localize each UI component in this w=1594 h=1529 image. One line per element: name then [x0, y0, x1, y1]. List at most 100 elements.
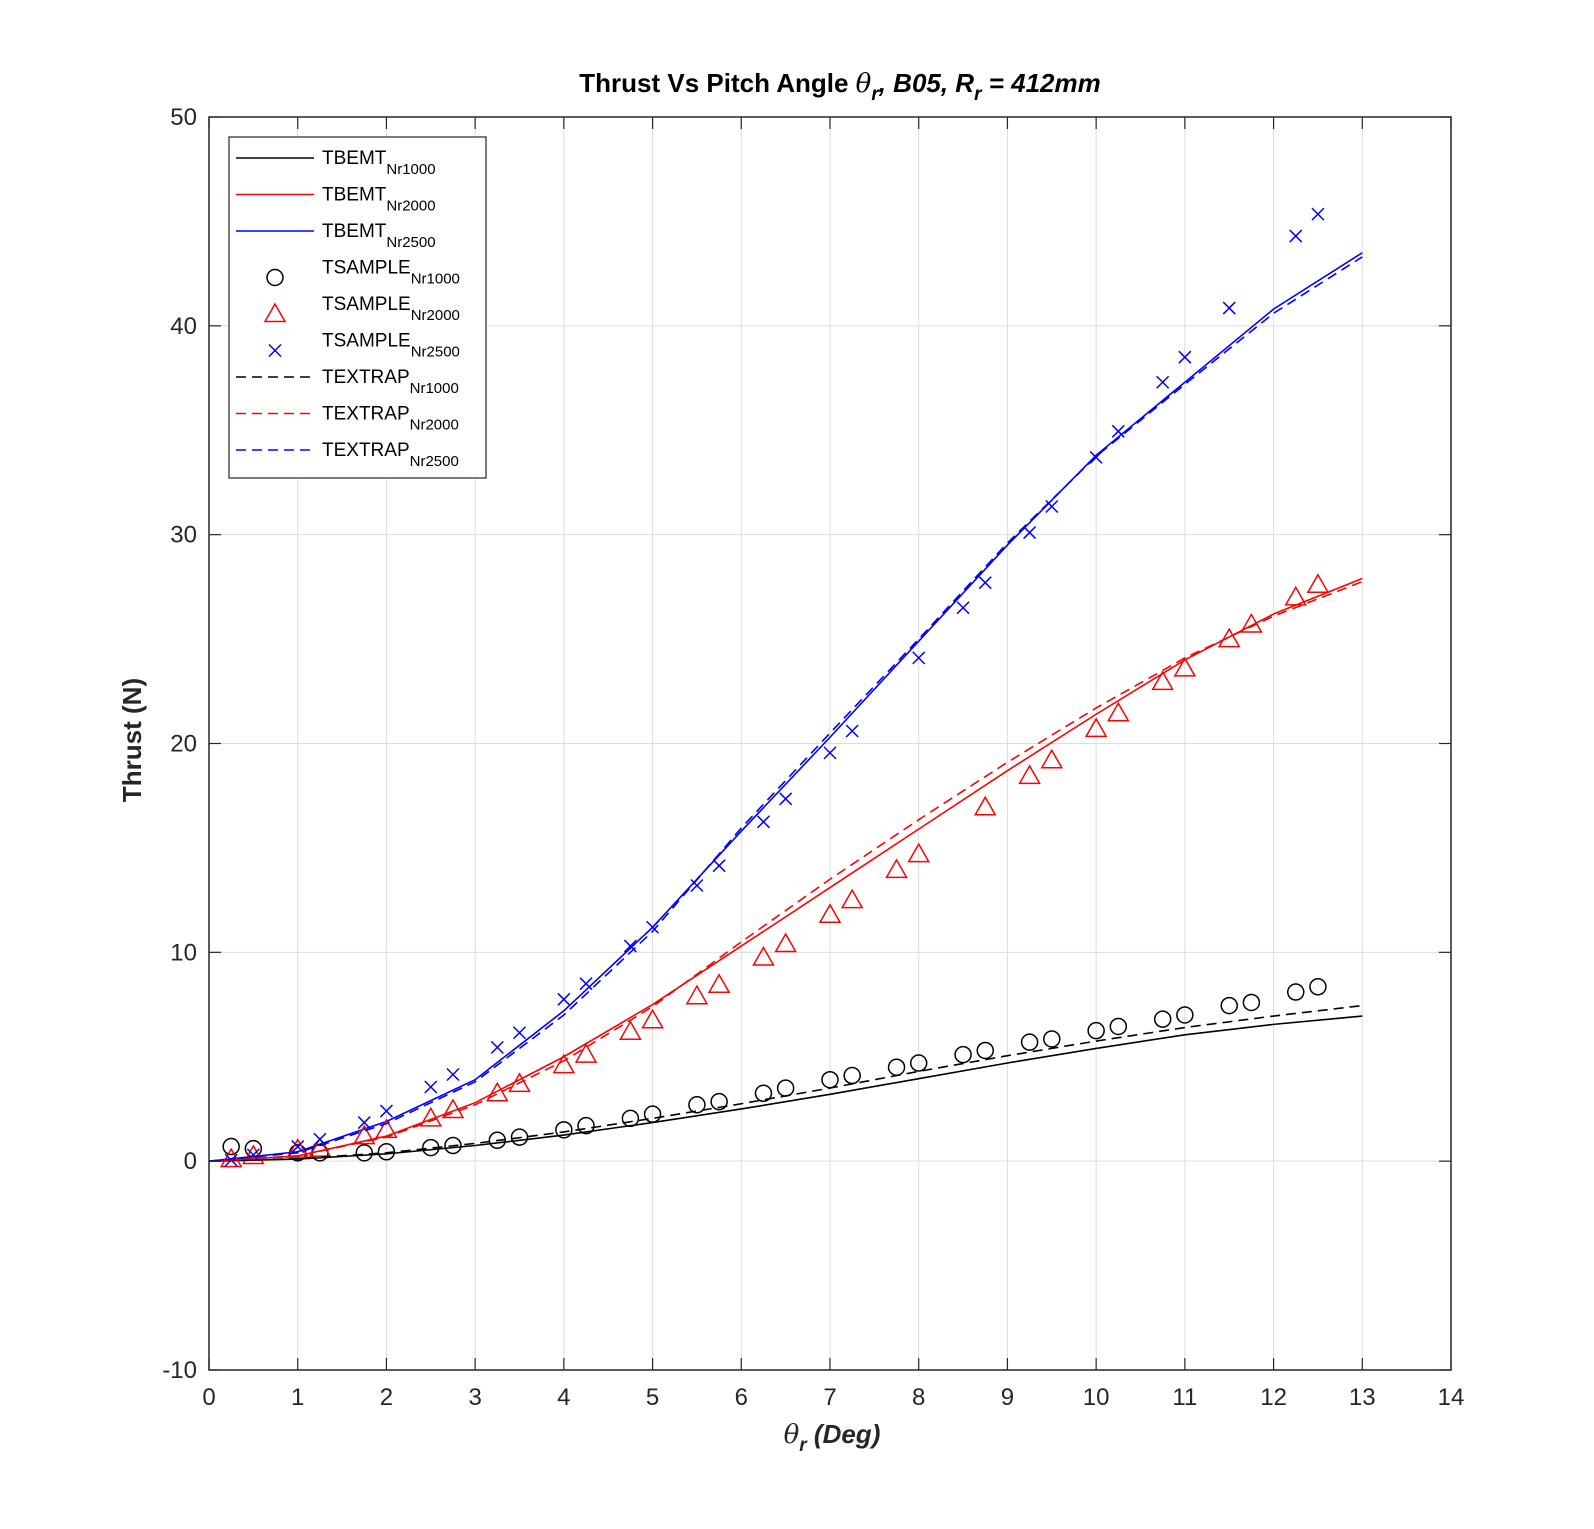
- x-tick-label: 3: [468, 1384, 481, 1411]
- data-point-circle: [1176, 1006, 1194, 1024]
- title-prefix: Thrust Vs Pitch Angle: [579, 68, 855, 98]
- data-point-circle: [577, 1116, 595, 1135]
- legend-label-sub: Nr2500: [386, 234, 435, 251]
- legend-label: TEXTRAPNr2000: [322, 404, 459, 434]
- series-textrap-nr2000: [208, 580, 1363, 1162]
- data-point-circle: [621, 1109, 640, 1128]
- data-point-x: [557, 992, 571, 1006]
- data-point-triangle: [907, 842, 931, 863]
- data-point-circle: [1287, 983, 1305, 1001]
- legend-label: TBEMTNr2000: [322, 185, 436, 215]
- data-point-triangle: [641, 1008, 664, 1029]
- legend-label-sub: Nr2500: [411, 344, 460, 361]
- data-point-triangle: [1284, 585, 1308, 606]
- xlabel-sub: r: [799, 1435, 808, 1456]
- y-tick-label: 20: [170, 731, 197, 758]
- series-line: [208, 577, 1363, 1162]
- data-point-x: [357, 1115, 371, 1130]
- legend-label-sub: Nr1000: [410, 380, 459, 397]
- y-axis-label: Thrust (N): [117, 678, 147, 802]
- tick-marks: [208, 116, 1452, 1371]
- series-tsample-nr2500: [224, 207, 1325, 1167]
- data-point-triangle: [1018, 764, 1041, 785]
- data-point-circle: [1242, 993, 1261, 1012]
- chart-title: Thrust Vs Pitch Angle θr, B05, Rr = 412m…: [579, 68, 1101, 105]
- title-theta-sub: r: [871, 84, 880, 105]
- legend-label-name: TSAMPLE: [322, 258, 411, 279]
- legend-item: TEXTRAPNr1000: [236, 367, 459, 397]
- data-point-triangle: [352, 1124, 376, 1145]
- x-tick-label: 13: [1349, 1384, 1376, 1411]
- x-tick-label: 5: [646, 1384, 659, 1411]
- legend-label-sub: Nr2000: [411, 307, 460, 324]
- title-middle: , B05, R: [878, 68, 975, 98]
- legend-item: TSAMPLENr1000: [266, 258, 460, 288]
- data-point-x: [579, 977, 593, 991]
- data-point-triangle: [574, 1043, 598, 1063]
- data-point-triangle: [286, 1138, 310, 1158]
- legend: TBEMTNr1000TBEMTNr2000TBEMTNr2500TSAMPLE…: [228, 136, 487, 479]
- data-point-x: [1156, 375, 1170, 389]
- legend-label-sub: Nr2000: [386, 198, 435, 215]
- series-tbemt-nr2500: [208, 252, 1363, 1162]
- data-point-x: [646, 920, 660, 934]
- series-line: [208, 1004, 1363, 1162]
- data-point-x: [690, 878, 704, 893]
- xlabel-theta: θ: [784, 1420, 800, 1450]
- data-point-circle: [976, 1041, 994, 1060]
- data-point-circle: [1087, 1021, 1105, 1040]
- legend-item: TBEMTNr2500: [236, 221, 436, 251]
- legend-label: TSAMPLENr2000: [322, 294, 460, 324]
- legend-label: TBEMTNr1000: [322, 148, 436, 178]
- data-point-triangle: [973, 795, 997, 816]
- data-point-triangle: [1217, 627, 1241, 648]
- x-tick-label: 4: [557, 1384, 570, 1411]
- data-point-triangle: [419, 1106, 443, 1127]
- data-point-triangle: [441, 1098, 465, 1119]
- legend-item: TSAMPLENr2500: [268, 331, 460, 361]
- data-point-circle: [909, 1054, 928, 1072]
- data-point-x: [1178, 350, 1192, 364]
- legend-label: TBEMTNr2500: [322, 221, 436, 251]
- data-point-circle: [222, 1137, 240, 1156]
- legend-label: TEXTRAPNr2500: [322, 440, 459, 470]
- data-point-x: [424, 1080, 438, 1094]
- series-line: [208, 256, 1363, 1162]
- data-point-circle: [954, 1045, 972, 1064]
- data-point-x: [1111, 424, 1125, 438]
- legend-label-name: TSAMPLE: [322, 294, 411, 315]
- legend-swatch-marker: [266, 268, 284, 287]
- data-point-x: [1311, 207, 1325, 221]
- data-point-circle: [1153, 1010, 1172, 1028]
- series-line: [208, 252, 1363, 1162]
- y-tick-label: 30: [170, 522, 197, 549]
- series-layer: [208, 207, 1363, 1168]
- data-point-x: [490, 1040, 504, 1054]
- legend-label-sub: Nr2000: [410, 417, 459, 434]
- data-point-triangle: [619, 1020, 642, 1040]
- data-point-circle: [555, 1121, 573, 1139]
- data-point-triangle: [885, 858, 908, 879]
- title-theta: θ: [856, 69, 872, 99]
- x-tick-label: 0: [202, 1384, 215, 1411]
- title-suffix: = 412mm: [982, 68, 1101, 98]
- data-point-triangle: [552, 1053, 576, 1074]
- legend-item: TEXTRAPNr2500: [236, 440, 459, 470]
- data-point-circle: [688, 1096, 706, 1114]
- data-point-circle: [355, 1144, 373, 1162]
- legend-item: TSAMPLENr2000: [263, 294, 460, 324]
- y-tick-label: 0: [184, 1148, 197, 1175]
- x-axis-label: θr (Deg): [784, 1419, 881, 1456]
- data-point-triangle: [774, 932, 797, 953]
- x-tick-label: 12: [1260, 1384, 1287, 1411]
- x-tick-label: 7: [823, 1384, 836, 1411]
- x-tick-label: 6: [735, 1384, 748, 1411]
- legend-label-name: TSAMPLE: [322, 331, 411, 352]
- series-tbemt-nr1000: [208, 1015, 1363, 1162]
- legend-label: TSAMPLENr1000: [322, 258, 460, 288]
- legend-label-name: TBEMT: [322, 221, 387, 242]
- data-point-x: [756, 815, 770, 829]
- data-point-x: [313, 1132, 327, 1146]
- data-point-triangle: [308, 1137, 332, 1157]
